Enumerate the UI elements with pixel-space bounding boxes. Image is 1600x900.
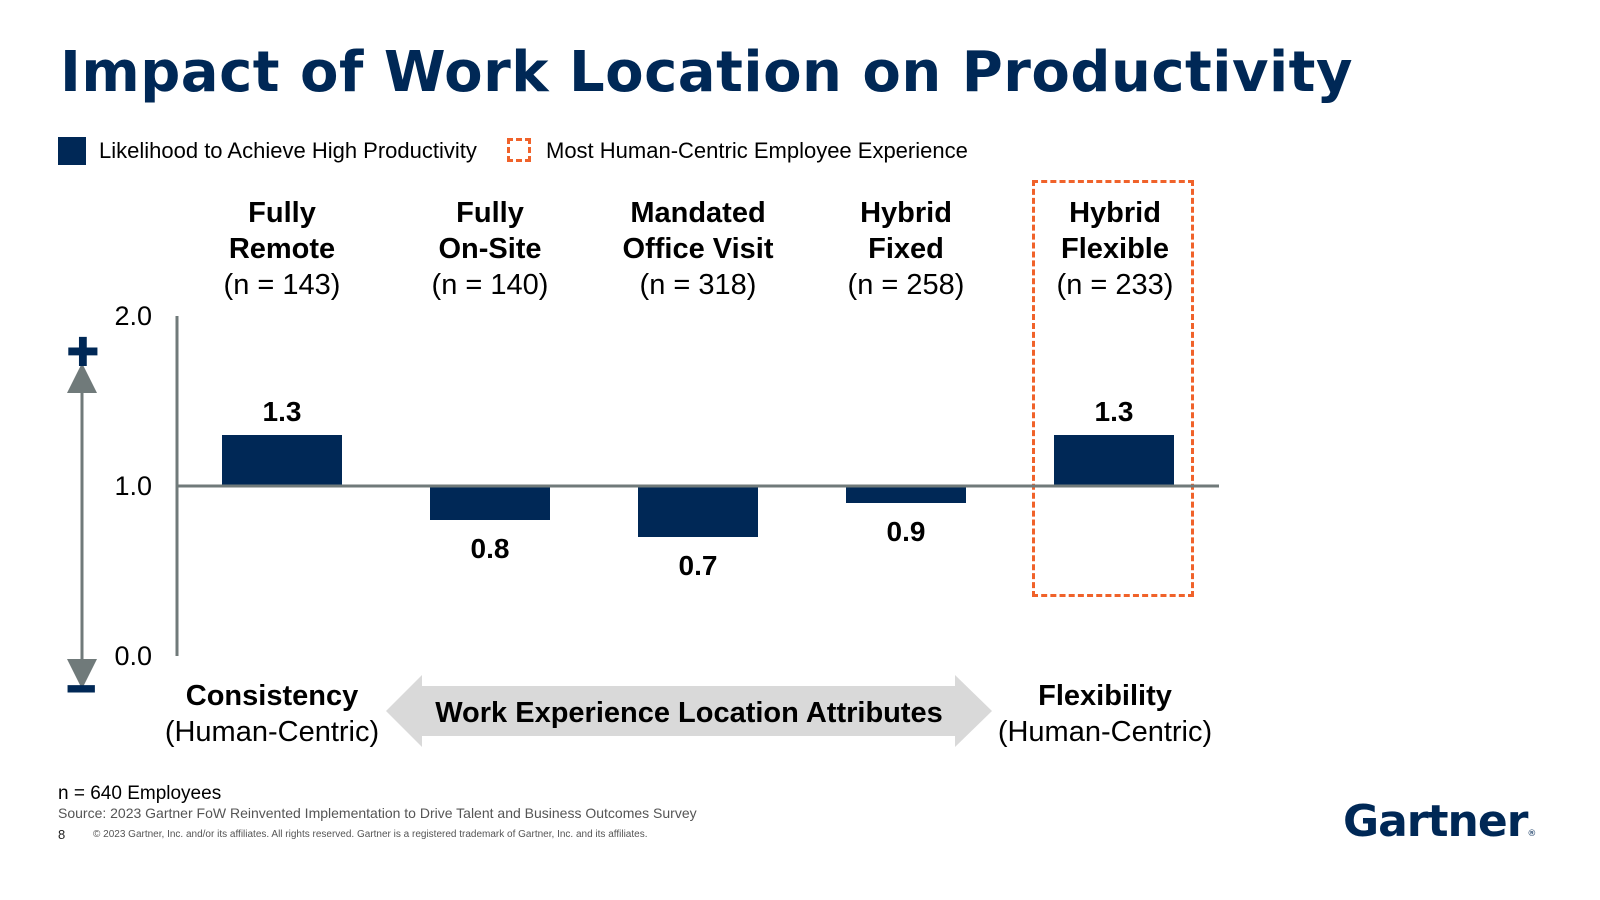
category-name: Mandated <box>630 197 766 229</box>
y-tick-label: 2.0 <box>114 301 152 331</box>
attribute-left: Consistency (Human-Centric) <box>142 678 402 750</box>
bar-fully-on-site <box>430 486 550 520</box>
bar-hybrid-fixed <box>846 486 966 503</box>
category-name: Fully <box>456 197 524 229</box>
footer-source: Source: 2023 Gartner FoW Reinvented Impl… <box>58 805 697 821</box>
category-n: (n = 143) <box>223 269 341 301</box>
value-label: 1.3 <box>263 396 302 427</box>
plus-icon: ✚ <box>66 330 100 376</box>
value-label: 1.3 <box>1095 396 1134 427</box>
category-n: (n = 233) <box>1056 269 1174 301</box>
category-name: Fixed <box>868 233 944 265</box>
footer-sample-size: n = 640 Employees <box>58 783 222 804</box>
attribute-left-title: Consistency <box>185 680 359 712</box>
attributes-center-label: Work Experience Location Attributes <box>435 697 943 729</box>
minus-icon: ━ <box>68 664 95 715</box>
highlight-box-hybrid-flexible <box>1032 180 1194 597</box>
legend-bar-swatch <box>58 137 86 165</box>
category-name: Fully <box>248 197 316 229</box>
attribute-right-title: Flexibility <box>1038 680 1172 712</box>
attribute-right: Flexibility (Human-Centric) <box>975 678 1235 750</box>
footer-copyright: © 2023 Gartner, Inc. and/or its affiliat… <box>93 829 648 840</box>
value-label: 0.9 <box>887 516 926 547</box>
category-name: On-Site <box>438 233 542 265</box>
attributes-double-arrow <box>386 675 992 747</box>
category-header-hybrid-flexible: Hybrid Flexible (n = 233) <box>1015 195 1215 303</box>
attribute-right-sub: (Human-Centric) <box>997 716 1213 748</box>
category-n: (n = 140) <box>431 269 549 301</box>
category-name: Remote <box>228 233 336 265</box>
category-name: Hybrid <box>1069 197 1161 229</box>
page-title: Impact of Work Location on Productivity <box>60 40 1353 105</box>
category-header-fully-on-site: Fully On-Site (n = 140) <box>390 195 590 303</box>
legend-highlight-label: Most Human-Centric Employee Experience <box>546 138 968 163</box>
category-n: (n = 318) <box>639 269 757 301</box>
attribute-left-sub: (Human-Centric) <box>164 716 380 748</box>
category-name: Flexible <box>1061 233 1169 265</box>
legend-bar-label: Likelihood to Achieve High Productivity <box>99 138 477 163</box>
y-tick-label: 1.0 <box>114 471 152 501</box>
bar-fully-remote <box>222 435 342 486</box>
logo-text: Gartner <box>1343 796 1528 847</box>
page-number: 8 <box>58 827 66 842</box>
logo-registered-mark: ® <box>1527 829 1537 839</box>
bar-hybrid-flexible <box>1054 435 1174 486</box>
category-name: Hybrid <box>860 197 952 229</box>
legend-highlight-swatch <box>507 138 531 162</box>
value-label: 0.7 <box>679 550 718 581</box>
category-n: (n = 258) <box>847 269 965 301</box>
category-header-hybrid-fixed: Hybrid Fixed (n = 258) <box>806 195 1006 303</box>
gartner-logo: Gartner® <box>1343 796 1536 847</box>
category-header-mandated-office-visit: Mandated Office Visit (n = 318) <box>598 195 798 303</box>
category-name: Office Visit <box>622 233 774 265</box>
value-label: 0.8 <box>471 533 510 564</box>
bar-mandated-office-visit <box>638 486 758 537</box>
y-tick-label: 0.0 <box>114 641 152 671</box>
category-header-fully-remote: Fully Remote (n = 143) <box>182 195 382 303</box>
